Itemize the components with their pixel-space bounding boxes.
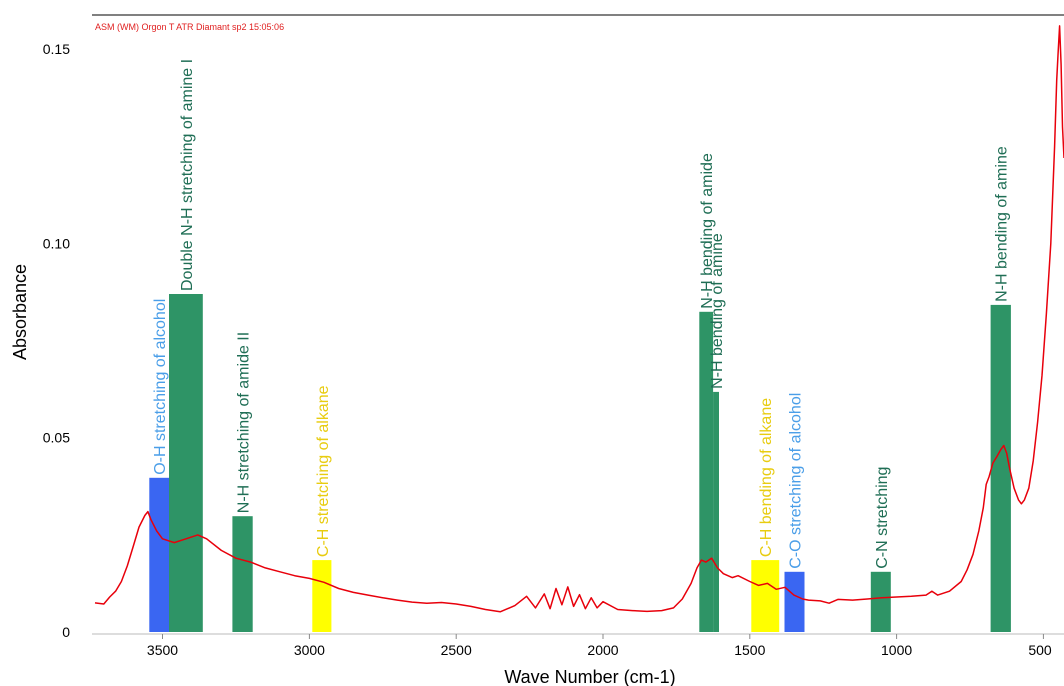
- bands-layer: [149, 294, 1011, 632]
- band-label-4: C-H stretching of alkane: [315, 385, 332, 557]
- band-label-3: N-H stretching of amide II: [236, 332, 253, 513]
- band-label-6: N-H bending of amine: [709, 233, 726, 389]
- band-label-2: Double N-H stretching of amine I: [179, 59, 196, 291]
- band-bar-10: [990, 304, 1011, 632]
- band-label-10: N-H bending of amine: [994, 146, 1011, 302]
- x-tick-label: 3000: [294, 642, 325, 658]
- x-tick-label: 1500: [734, 642, 765, 658]
- band-bar-4: [312, 560, 332, 632]
- y-tick-label: 0.05: [43, 430, 70, 446]
- x-tick-label: 3500: [147, 642, 178, 658]
- band-bar-8: [784, 571, 805, 632]
- spectrum-series-line: [94, 25, 1064, 613]
- x-tick-label: 1000: [881, 642, 912, 658]
- band-bar-2: [169, 294, 203, 632]
- band-bar-1: [149, 477, 169, 632]
- x-tick-label: 500: [1028, 642, 1052, 658]
- y-tick-label: 0.15: [43, 41, 70, 57]
- x-tick-label: 2500: [441, 642, 472, 658]
- band-label-7: C-H bending of alkane: [758, 398, 775, 557]
- band-label-1: O-H stretching of alcohol: [152, 299, 169, 475]
- band-labels-layer: O-H stretching of alcohol Double N-H stre…: [152, 59, 1011, 569]
- band-label-8: C-O stretching of alcohol: [787, 393, 804, 569]
- run-label: ASM (WM) Orgon T ATR Diamant sp2 15:05:0…: [95, 22, 284, 32]
- x-tick-label: 2000: [587, 642, 618, 658]
- band-bar-9: [870, 571, 891, 632]
- y-tick-label: 0.10: [43, 236, 70, 252]
- y-tick-label: 0: [62, 624, 70, 640]
- band-bar-6: [713, 391, 719, 632]
- y-axis: 0 0.05 0.10 0.15: [43, 41, 70, 640]
- y-axis-title: Absorbance: [10, 264, 30, 360]
- band-bar-7: [751, 560, 780, 632]
- x-axis-title: Wave Number (cm-1): [504, 667, 675, 686]
- x-axis: 3500 3000 2500 2000 1500 1000 500: [147, 634, 1052, 658]
- band-bar-5: [699, 311, 714, 632]
- band-label-5: N-H bending of amide: [699, 153, 716, 309]
- band-bar-3: [232, 516, 253, 632]
- band-label-9: C-N stretching: [874, 467, 891, 569]
